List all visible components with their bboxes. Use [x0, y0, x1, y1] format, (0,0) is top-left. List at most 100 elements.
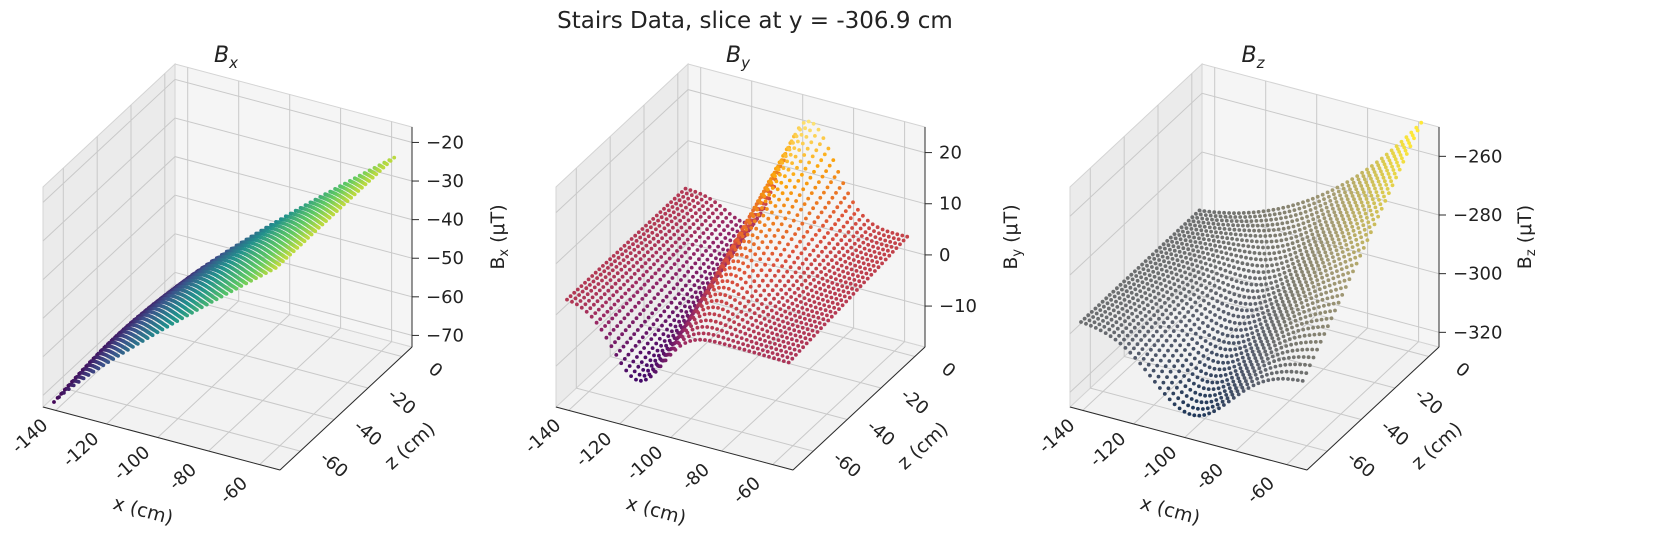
- data-point: [1288, 303, 1293, 307]
- data-point: [898, 242, 902, 247]
- data-point: [682, 337, 686, 342]
- data-point: [1277, 250, 1282, 255]
- data-point: [770, 210, 774, 215]
- data-point: [776, 167, 781, 172]
- data-point: [1227, 227, 1232, 232]
- data-point: [810, 270, 815, 275]
- surface-points: [52, 155, 397, 404]
- data-point: [1273, 256, 1278, 261]
- data-point: [1236, 286, 1240, 291]
- data-point: [1341, 186, 1346, 191]
- data-point: [882, 252, 887, 257]
- data-point: [827, 304, 831, 309]
- x-gridline: [208, 108, 342, 452]
- data-point: [1344, 243, 1349, 247]
- data-point: [815, 330, 820, 334]
- data-point: [1305, 266, 1309, 271]
- data-point: [1203, 241, 1208, 246]
- data-point: [1363, 211, 1368, 216]
- data-point: [1335, 217, 1339, 222]
- data-point: [582, 295, 586, 300]
- data-point: [1136, 351, 1141, 356]
- b-axis-label: Bx (μT): [487, 204, 512, 269]
- data-point: [673, 348, 678, 352]
- data-point: [1365, 238, 1370, 243]
- data-point: [684, 229, 689, 234]
- data-point: [1294, 234, 1299, 239]
- data-point: [759, 321, 763, 325]
- data-point: [1253, 301, 1258, 306]
- data-point: [1130, 311, 1134, 316]
- data-point: [1276, 377, 1280, 381]
- data-point: [1268, 346, 1272, 351]
- data-point: [817, 301, 822, 306]
- data-point: [819, 210, 824, 215]
- data-point: [1213, 265, 1218, 269]
- data-point: [840, 213, 845, 218]
- data-point: [1296, 223, 1301, 227]
- data-point: [1224, 251, 1229, 256]
- data-point: [1172, 232, 1177, 237]
- data-point: [1264, 218, 1269, 223]
- data-point: [1155, 309, 1160, 313]
- data-point: [1203, 307, 1208, 311]
- data-point: [1172, 261, 1176, 266]
- data-point: [822, 303, 827, 307]
- data-point: [756, 212, 761, 217]
- data-point: [91, 369, 96, 374]
- data-point: [1295, 323, 1299, 328]
- data-point: [689, 193, 694, 198]
- data-point: [1318, 339, 1323, 344]
- x-tick-label: -140: [1035, 415, 1079, 458]
- data-point: [791, 172, 796, 177]
- data-point: [804, 322, 809, 326]
- data-point: [1199, 312, 1204, 316]
- data-point: [1132, 346, 1136, 351]
- data-point: [635, 260, 639, 265]
- data-point: [797, 349, 802, 353]
- data-point: [838, 278, 843, 283]
- data-point: [833, 311, 838, 315]
- data-point: [1258, 234, 1263, 238]
- data-point: [1227, 263, 1231, 268]
- data-point: [1322, 247, 1326, 251]
- data-point: [1382, 194, 1386, 199]
- data-point: [1171, 276, 1175, 281]
- data-point: [718, 232, 723, 237]
- data-point: [741, 261, 745, 266]
- data-point: [1170, 239, 1174, 244]
- data-point: [170, 321, 175, 326]
- data-point: [601, 264, 605, 268]
- data-point: [1210, 296, 1215, 301]
- x-tick-label: -120: [1086, 428, 1130, 471]
- data-point: [861, 213, 865, 218]
- data-point: [1156, 338, 1160, 343]
- data-point: [1207, 209, 1212, 214]
- data-point: [629, 275, 634, 280]
- data-point: [713, 200, 717, 205]
- surface-points: [565, 119, 910, 383]
- data-point: [1257, 251, 1262, 256]
- data-point: [1266, 378, 1271, 383]
- data-point: [1082, 316, 1087, 321]
- data-point: [1086, 313, 1091, 318]
- data-point: [1253, 324, 1258, 329]
- data-point: [630, 257, 634, 262]
- data-point: [710, 232, 714, 236]
- data-point: [377, 169, 382, 173]
- data-point: [1223, 373, 1228, 377]
- data-point: [698, 290, 703, 295]
- data-point: [786, 341, 791, 345]
- data-point: [1139, 275, 1143, 280]
- data-point: [1162, 392, 1167, 396]
- data-point: [1183, 270, 1187, 275]
- data-point: [1306, 355, 1311, 360]
- data-point: [834, 297, 839, 301]
- data-point: [708, 223, 713, 228]
- data-point: [1295, 378, 1300, 382]
- data-point: [775, 352, 780, 357]
- data-point: [670, 310, 675, 315]
- data-point: [1328, 199, 1333, 203]
- data-point: [644, 363, 649, 367]
- data-point: [1163, 264, 1168, 268]
